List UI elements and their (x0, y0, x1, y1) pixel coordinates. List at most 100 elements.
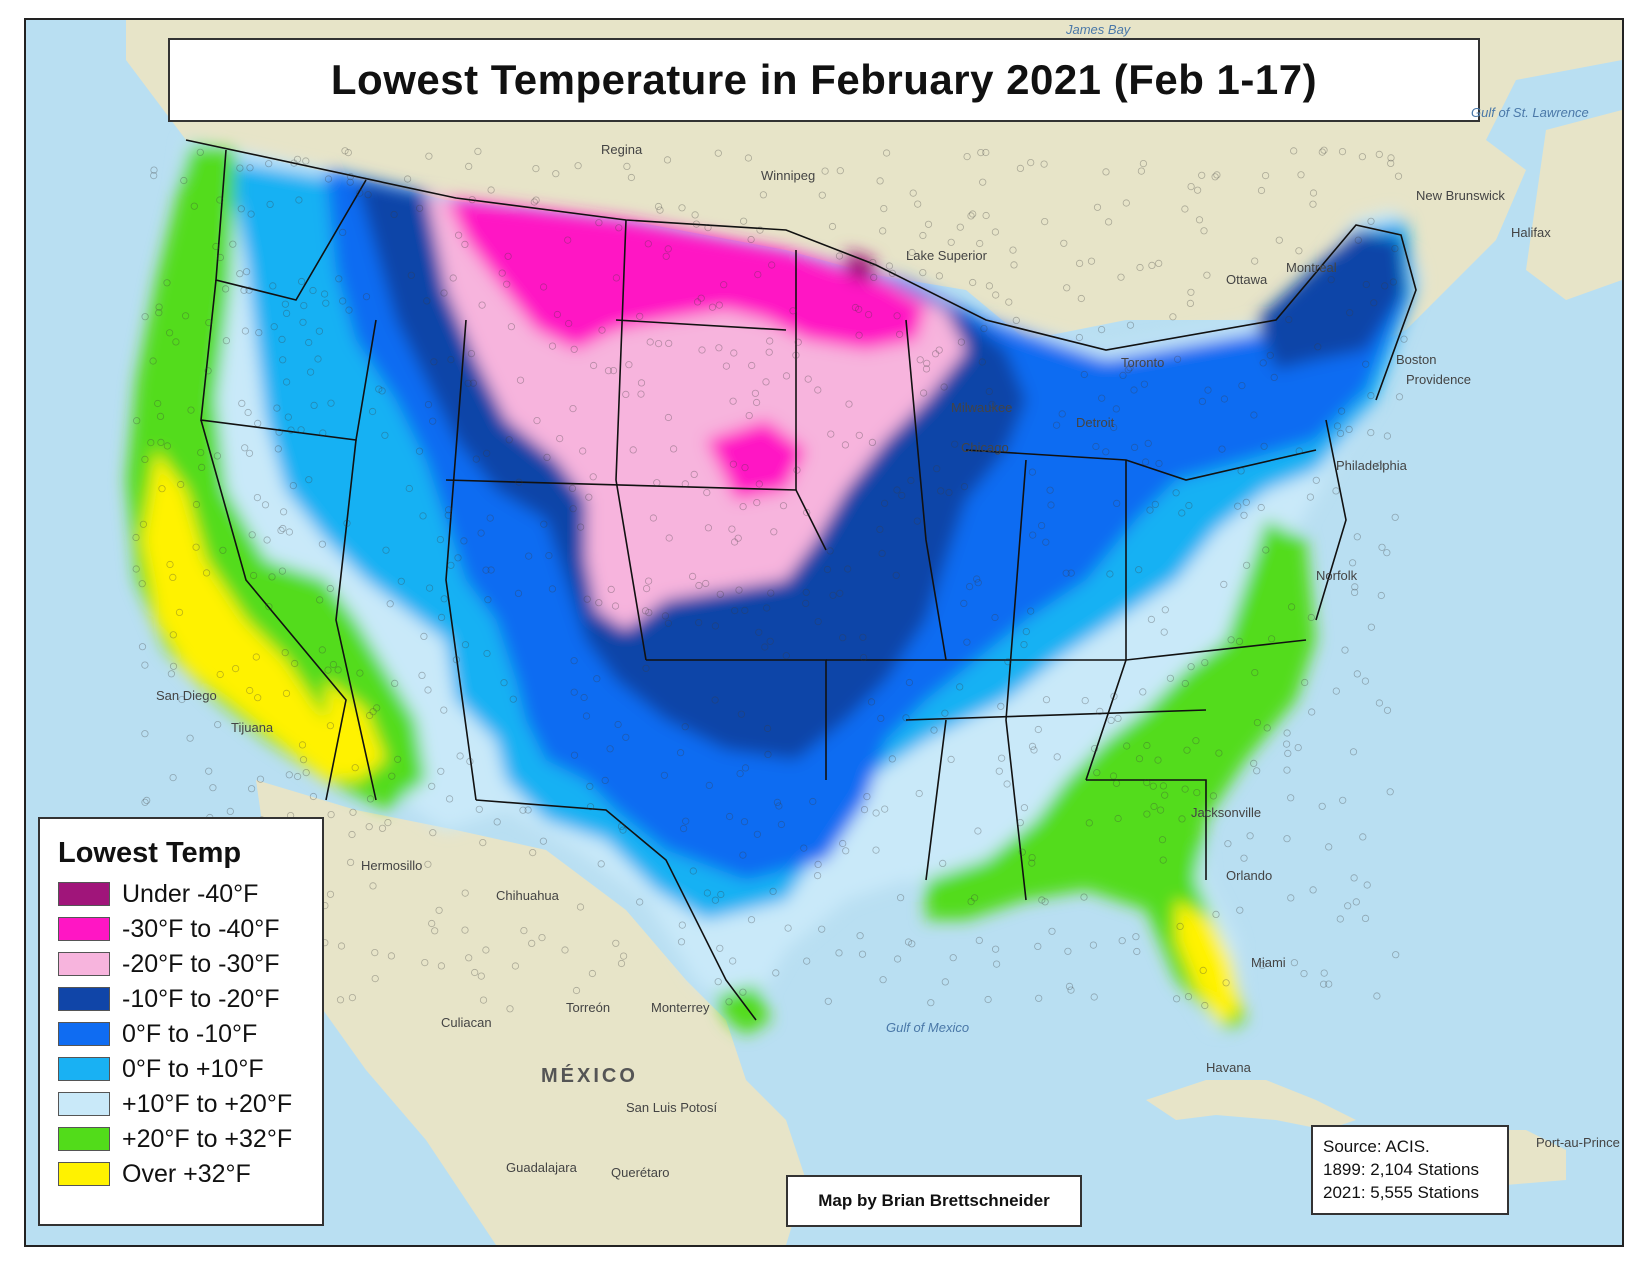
station-dot (1139, 160, 1148, 168)
station-dot (345, 306, 353, 314)
station-dot (585, 493, 593, 501)
place-boston: Boston (1396, 352, 1437, 367)
station-dot (576, 523, 585, 531)
station-dot (754, 271, 762, 279)
station-dot (204, 367, 212, 375)
station-dot (752, 398, 761, 407)
station-dot (253, 493, 261, 502)
place-toronto: Toronto (1121, 355, 1165, 370)
legend-item: -30°F to -40°F (58, 914, 280, 944)
station-dot (1003, 780, 1011, 788)
station-dot (226, 807, 234, 816)
station-dot (1114, 714, 1122, 723)
station-dot (974, 579, 982, 587)
station-dot (708, 303, 717, 311)
station-dot (1268, 635, 1276, 643)
station-dot (689, 867, 697, 875)
station-dot (1375, 699, 1384, 707)
station-dot (1250, 759, 1258, 768)
station-dot (1295, 447, 1303, 455)
station-dot (425, 584, 434, 592)
station-dot (196, 148, 204, 156)
station-dot (772, 969, 780, 977)
station-dot (198, 463, 206, 471)
station-dot (1285, 315, 1293, 324)
station-dot (756, 226, 764, 234)
station-dot (622, 733, 630, 741)
station-dot (644, 240, 652, 248)
station-dot (1042, 696, 1051, 704)
station-dot (1166, 674, 1175, 682)
station-dot (529, 848, 537, 857)
station-dot (974, 827, 982, 835)
station-dot (1098, 325, 1106, 334)
station-dot (676, 749, 685, 757)
station-dot (269, 282, 277, 290)
station-dot (1169, 313, 1177, 321)
station-dot (824, 997, 832, 1005)
station-dot (1391, 513, 1399, 521)
station-dot (384, 818, 392, 827)
station-dot (606, 745, 614, 753)
station-dot (1155, 259, 1163, 267)
station-dot (1187, 288, 1195, 296)
station-dot (978, 358, 986, 366)
station-dot (192, 500, 201, 509)
station-dot (1260, 442, 1268, 450)
station-dot (1046, 486, 1054, 494)
station-dot (475, 805, 483, 813)
station-dot (1290, 959, 1299, 967)
station-dot (1080, 370, 1088, 379)
place-providence: Providence (1406, 372, 1472, 387)
station-dot (763, 604, 771, 612)
station-dot (1284, 749, 1292, 758)
station-dot (1222, 979, 1230, 987)
station-dot (1161, 791, 1169, 799)
station-dot (698, 346, 706, 354)
station-dot (569, 505, 577, 513)
station-dot (663, 156, 672, 164)
station-dot (1312, 476, 1320, 484)
legend-swatch (58, 1022, 110, 1046)
station-dot (665, 339, 673, 347)
station-dot (464, 379, 472, 387)
station-dot (365, 823, 373, 831)
station-dot (896, 894, 905, 902)
station-dot (1346, 309, 1354, 317)
station-dot (1080, 893, 1088, 901)
legend-label: +20°F to +32°F (122, 1124, 293, 1153)
station-dot (248, 531, 256, 539)
station-dot (779, 502, 788, 510)
station-dot (867, 698, 876, 706)
station-dot (150, 166, 158, 174)
station-dot (335, 275, 343, 283)
station-dot (836, 589, 844, 597)
station-dot (1041, 898, 1049, 906)
station-dot (356, 189, 364, 197)
station-dot (949, 954, 957, 962)
station-dot (814, 617, 822, 626)
station-dot (1065, 982, 1074, 991)
station-dot (1062, 569, 1070, 577)
station-dot (1386, 788, 1394, 796)
station-dot (984, 995, 992, 1004)
station-dot (794, 338, 802, 346)
station-dot (163, 442, 171, 450)
station-dot (1309, 189, 1318, 197)
legend-label: -30°F to -40°F (122, 914, 280, 943)
station-dot (1142, 458, 1150, 466)
station-dot (348, 993, 356, 1002)
station-dot (1178, 509, 1186, 517)
place-philadelphia: Philadelphia (1336, 458, 1407, 473)
station-dot (493, 818, 501, 826)
station-dot (556, 434, 564, 443)
legend-item: 0°F to +10°F (58, 1054, 264, 1084)
station-dot (1151, 500, 1159, 508)
station-dot (440, 595, 448, 603)
station-dot (424, 686, 432, 694)
station-dot (418, 671, 426, 680)
station-dot (421, 958, 429, 967)
station-dot (1041, 218, 1049, 226)
station-dot (763, 724, 772, 733)
station-dot (192, 543, 200, 551)
